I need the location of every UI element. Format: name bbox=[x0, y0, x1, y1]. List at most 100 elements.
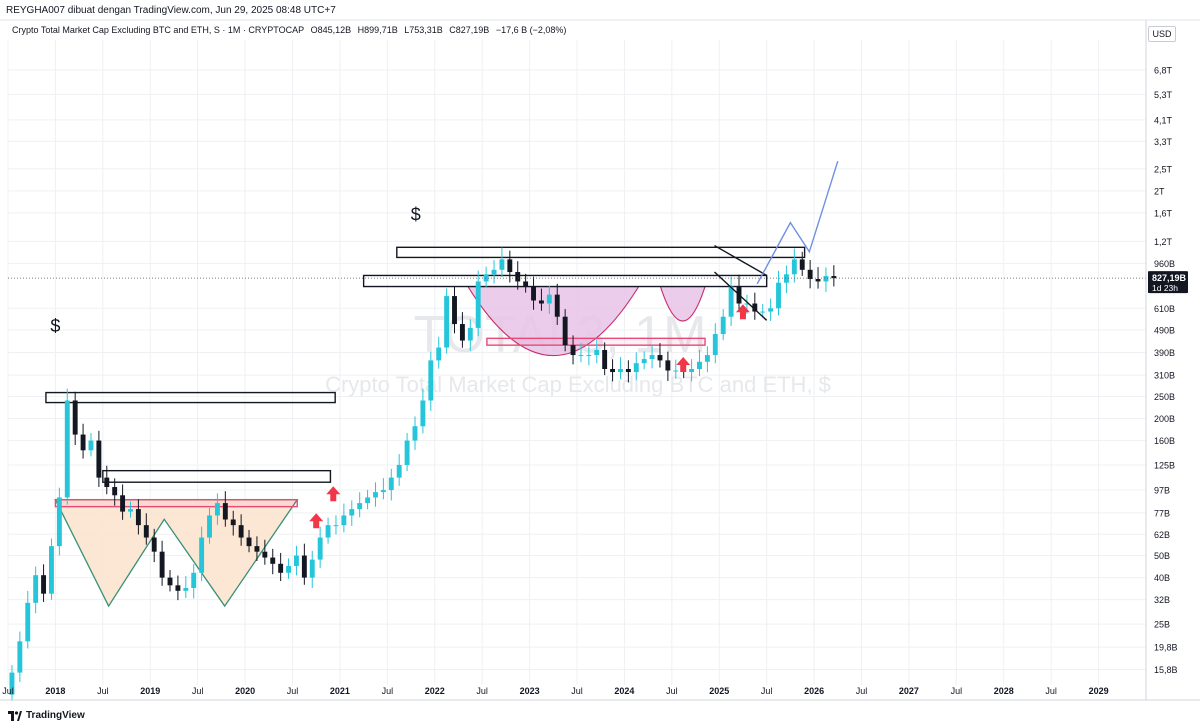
candle-body bbox=[744, 303, 750, 305]
candle-body bbox=[523, 281, 529, 287]
candle-body bbox=[96, 440, 102, 478]
candle-body bbox=[491, 269, 497, 275]
candle-body bbox=[128, 509, 133, 512]
price-tick-label: 15,8B bbox=[1154, 665, 1178, 675]
watermark-name: Crypto Total Market Cap Excluding BTC an… bbox=[325, 372, 831, 397]
candle-body bbox=[752, 303, 758, 312]
ohlc-close: C827,19B bbox=[449, 25, 490, 35]
candle-body bbox=[483, 274, 489, 282]
candle-body bbox=[610, 368, 616, 373]
time-tick-label: 2027 bbox=[899, 686, 919, 696]
price-tick-label: 25B bbox=[1154, 620, 1170, 630]
candle-body bbox=[80, 434, 86, 451]
price-tick-label: 40B bbox=[1154, 573, 1170, 583]
candle-body bbox=[17, 641, 23, 673]
candle-body bbox=[238, 525, 244, 538]
candle-body bbox=[262, 551, 268, 558]
price-tick-label: 1,2T bbox=[1154, 237, 1173, 247]
candle-body bbox=[657, 355, 663, 361]
price-tick-label: 610B bbox=[1154, 304, 1175, 314]
symbol-legend: Crypto Total Market Cap Excluding BTC an… bbox=[12, 25, 570, 35]
candle-body bbox=[301, 555, 307, 578]
time-tick-label: Jul bbox=[951, 686, 963, 696]
drawing-layer bbox=[8, 160, 1146, 321]
candle-body bbox=[831, 276, 837, 279]
candle-body bbox=[88, 440, 94, 451]
candle-body bbox=[728, 286, 734, 317]
brand-label: TradingView bbox=[26, 710, 85, 721]
ohlc-change: −17,6 B (−2,08%) bbox=[495, 25, 567, 35]
candle-body bbox=[452, 296, 457, 325]
zone-box bbox=[102, 469, 332, 483]
grid-layer bbox=[7, 40, 1146, 685]
candle-body bbox=[246, 537, 252, 547]
candle-body bbox=[594, 349, 600, 356]
time-tick-label: Jul bbox=[761, 686, 773, 696]
candle-body bbox=[546, 294, 552, 304]
candle-body bbox=[538, 300, 544, 304]
time-tick-label: 2023 bbox=[520, 686, 540, 696]
candle-body bbox=[578, 355, 584, 357]
zone-box bbox=[45, 391, 336, 404]
candle-body bbox=[33, 575, 39, 603]
candle-body bbox=[49, 546, 54, 594]
candle-body bbox=[9, 672, 15, 695]
time-tick-label: Jul bbox=[382, 686, 394, 696]
tradingview-brand[interactable]: TradingView bbox=[8, 710, 85, 721]
candle-body bbox=[333, 525, 339, 527]
price-tick-label: 4,1T bbox=[1154, 115, 1173, 125]
candle-body bbox=[776, 282, 781, 309]
candle-body bbox=[357, 503, 363, 510]
axis-layer: 6,8T 5,3T 4,1T 3,3T 2,5T 2T 1,6T 1,2T 960B 610B 49… bbox=[0, 19, 1200, 701]
candle-body bbox=[428, 360, 434, 401]
candle-body bbox=[286, 565, 291, 573]
last-price-label: 827,19B bbox=[1152, 273, 1187, 283]
candle-body bbox=[554, 294, 560, 317]
time-tick-label: Jul bbox=[856, 686, 868, 696]
last-price-tag bbox=[1148, 271, 1188, 294]
time-tick-label: 2019 bbox=[140, 686, 160, 696]
time-tick-label: Jul bbox=[666, 686, 678, 696]
candle-body bbox=[815, 279, 821, 282]
candle-body bbox=[270, 557, 276, 564]
dollar-marker: $ bbox=[411, 205, 421, 225]
candle-body bbox=[294, 555, 299, 566]
candle-body bbox=[104, 477, 110, 488]
candle-body bbox=[641, 359, 647, 364]
time-tick-label: 2024 bbox=[614, 686, 634, 696]
time-tick-label: 2029 bbox=[1089, 686, 1109, 696]
candle-body bbox=[396, 464, 402, 478]
candle-body bbox=[175, 585, 181, 591]
candle-body bbox=[56, 497, 62, 547]
price-tick-label: 490B bbox=[1154, 325, 1175, 335]
tradingview-logo-icon bbox=[8, 710, 22, 721]
candle-body bbox=[807, 269, 813, 280]
price-tick-label: 62B bbox=[1154, 530, 1170, 540]
candle-body bbox=[467, 327, 473, 341]
candle-body bbox=[436, 347, 442, 361]
candle-body bbox=[633, 363, 639, 373]
price-tick-label: 250B bbox=[1154, 392, 1175, 402]
zone-box bbox=[362, 274, 768, 288]
candle-body bbox=[475, 281, 481, 328]
time-tick-label: 2028 bbox=[994, 686, 1014, 696]
price-tick-label: 32B bbox=[1154, 595, 1170, 605]
price-tick-label: 125B bbox=[1154, 460, 1175, 470]
time-tick-label: Jul bbox=[1045, 686, 1057, 696]
price-tick-label: 6,8T bbox=[1154, 65, 1173, 75]
ohlc-low: L753,31B bbox=[404, 25, 443, 35]
trend-line bbox=[714, 244, 768, 277]
candle-body bbox=[309, 559, 315, 578]
arrow-up-icon bbox=[326, 486, 341, 502]
price-tick-label: 160B bbox=[1154, 436, 1175, 446]
candle-body bbox=[412, 426, 418, 441]
cup-pattern bbox=[659, 285, 706, 322]
time-tick-label: 2025 bbox=[709, 686, 729, 696]
candle-body bbox=[459, 324, 465, 341]
currency-button[interactable]: USD bbox=[1148, 26, 1176, 42]
candle-body bbox=[665, 360, 671, 371]
time-tick-label: 2021 bbox=[330, 686, 350, 696]
candle-body bbox=[823, 276, 829, 282]
candle-body bbox=[151, 537, 157, 552]
